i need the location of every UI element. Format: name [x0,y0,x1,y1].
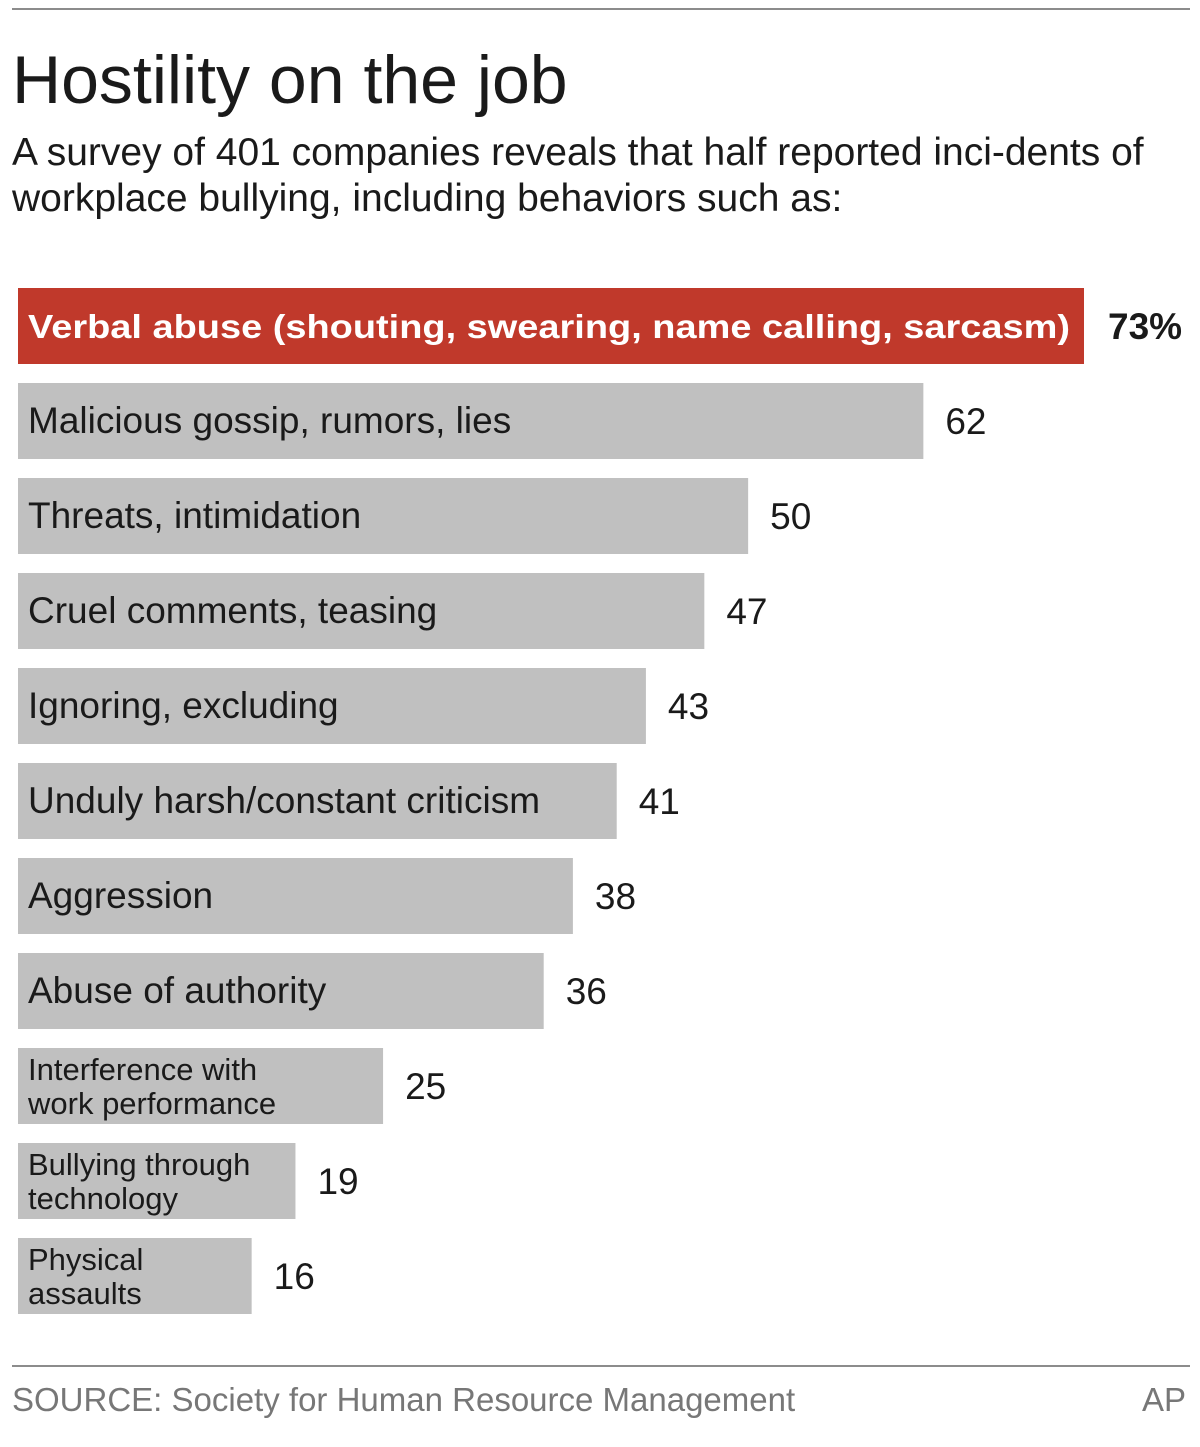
bar-label-cruel-comments-teasing: Cruel comments, teasing [28,590,437,631]
value-label-ignoring-excluding: 43 [668,686,709,727]
value-label-threats-intimidation: 50 [770,496,811,537]
value-label-bullying-through-technology: 19 [317,1161,358,1202]
bar-physical-assaults [18,1238,252,1314]
bottom-rule [12,1365,1190,1367]
bar-label-ignoring-excluding: Ignoring, excluding [28,685,339,726]
value-label-abuse-of-authority: 36 [566,971,607,1012]
value-label-unduly-harsh-constant-criticism: 41 [639,781,680,822]
bar-unduly-harsh-constant-criticism [18,763,617,839]
value-label-interference-with-work-performance: 25 [405,1066,446,1107]
value-label-verbal-abuse-shouting-swearing-name-call: 73% [1108,306,1182,347]
chart-title: Hostility on the job [12,42,568,118]
bar-verbal-abuse-shouting-swearing-name-call [18,288,1084,364]
value-label-malicious-gossip-rumors-lies: 62 [945,401,986,442]
chart-subtitle: A survey of 401 companies reveals that h… [12,131,1144,220]
bar-label-verbal-abuse-shouting-swearing-name-call: Verbal abuse (shouting, swearing, name c… [28,308,1070,345]
source-note: SOURCE: Society for Human Resource Manag… [12,1381,796,1418]
value-label-cruel-comments-teasing: 47 [726,591,767,632]
bar-threats-intimidation [18,478,749,554]
bar-label-abuse-of-authority: Abuse of authority [28,970,327,1011]
bar-label-aggression: Aggression [28,875,213,916]
bar-cruel-comments-teasing [18,573,705,649]
bar-label-bullying-through-technology: Bullying through technology [28,1147,250,1216]
value-label-aggression: 38 [595,876,636,917]
top-rule [12,8,1190,10]
bar-label-malicious-gossip-rumors-lies: Malicious gossip, rumors, lies [28,400,511,441]
bar-label-unduly-harsh-constant-criticism: Unduly harsh/constant criticism [28,780,540,821]
bar-malicious-gossip-rumors-lies [18,383,924,459]
bar-abuse-of-authority [18,953,544,1029]
bar-ignoring-excluding [18,668,646,744]
bar-label-threats-intimidation: Threats, intimidation [28,495,361,536]
bar-interference-with-work-performance [18,1048,384,1124]
value-label-physical-assaults: 16 [274,1256,315,1297]
bar-bullying-through-technology [18,1143,296,1219]
bar-label-interference-with-work-performance: Interference with work performance [27,1052,276,1121]
credit-label: AP [1141,1381,1186,1418]
bar-aggression [18,858,573,934]
bar-label-physical-assaults: Physical assaults [28,1242,143,1311]
